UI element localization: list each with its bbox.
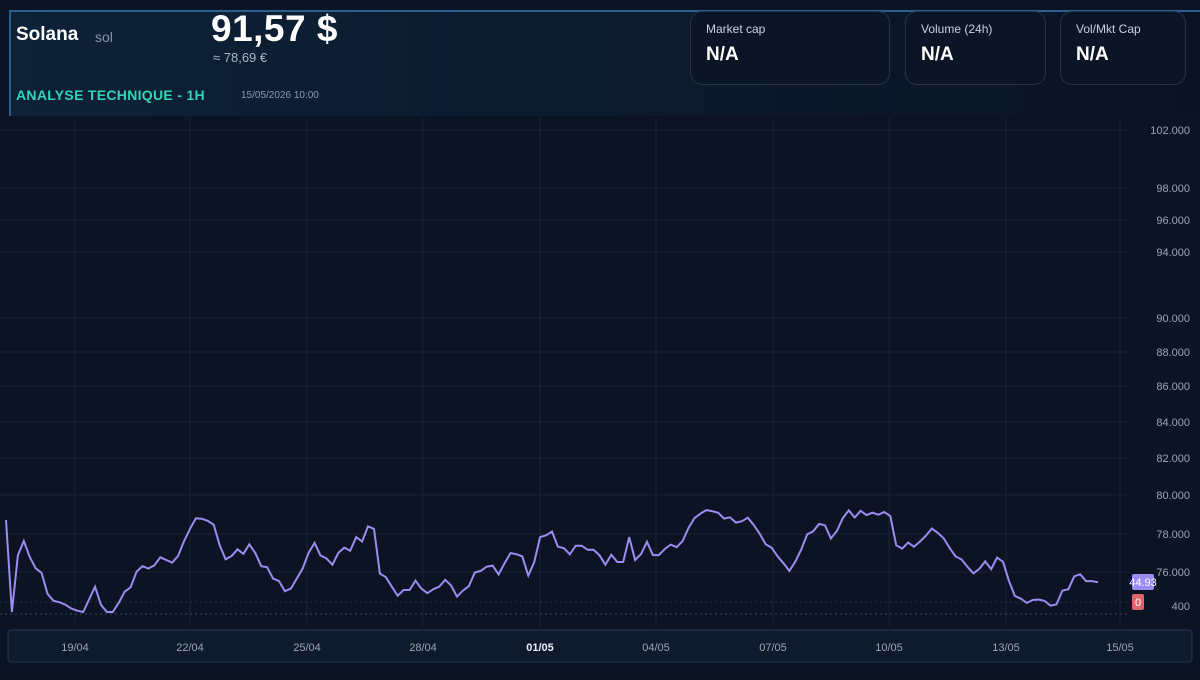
x-axis-tick-label: 04/05 bbox=[642, 642, 670, 654]
stat-label: Market cap bbox=[706, 22, 766, 36]
y-axis-tick-label: 94.000 bbox=[1156, 247, 1190, 259]
x-axis-tick-label: 25/04 bbox=[293, 642, 321, 654]
y-axis-tick-label: 84.000 bbox=[1156, 417, 1190, 429]
stat-value: N/A bbox=[921, 44, 954, 65]
rsi-line bbox=[5, 508, 1099, 614]
chart-canvas[interactable]: 102.000 98.000 96.000 94.000 90.000 88.000 86.… bbox=[0, 118, 1200, 675]
x-axis-bar bbox=[7, 629, 1193, 663]
x-axis-tick-label: 13/05 bbox=[992, 642, 1020, 654]
y-axis-tick-label: 90.000 bbox=[1156, 313, 1190, 325]
analysis-label: ANALYSE TECHNIQUE - 1H bbox=[16, 87, 205, 103]
stat-label: Volume (24h) bbox=[921, 22, 993, 36]
y-axis-tick-label: 88.000 bbox=[1156, 347, 1190, 359]
stat-card-vol-mkt-cap: Vol/Mkt Cap N/A bbox=[1060, 11, 1186, 85]
stat-label: Vol/Mkt Cap bbox=[1076, 22, 1141, 36]
stat-card-volume: Volume (24h) N/A bbox=[905, 11, 1046, 85]
x-axis-tick-label: 28/04 bbox=[409, 642, 437, 654]
x-axis-tick-label: 15/05 bbox=[1106, 642, 1134, 654]
x-axis-tick-label: 01/05 bbox=[526, 642, 554, 654]
rsi-label: 0 bbox=[1135, 597, 1141, 609]
y-axis-tick-label: 80.000 bbox=[1156, 490, 1190, 502]
y-axis-tick-label: 102.000 bbox=[1150, 125, 1190, 137]
stat-value: N/A bbox=[706, 44, 739, 65]
rsi-label-bg bbox=[1132, 594, 1144, 610]
price-eur: ≈ 78,69 € bbox=[213, 50, 268, 65]
coin-ticker: sol bbox=[95, 29, 113, 45]
y-axis-tick-label: 96.000 bbox=[1156, 215, 1190, 227]
price-usd: 91,57 $ bbox=[211, 8, 338, 49]
rsi-label-bg bbox=[1132, 574, 1154, 590]
stat-card-market-cap: Market cap N/A bbox=[690, 11, 890, 85]
y-axis-tick-label: 82.000 bbox=[1156, 453, 1190, 465]
rsi-label: 44.93 bbox=[1129, 577, 1157, 589]
price-chart[interactable]: 102.000 98.000 96.000 94.000 90.000 88.000 86.… bbox=[0, 118, 1200, 675]
y-axis-tick-label: 78.000 bbox=[1156, 529, 1190, 541]
header: Solana sol 91,57 $ ≈ 78,69 € ANALYSE TEC… bbox=[0, 0, 1200, 118]
x-axis-tick-label: 07/05 bbox=[759, 642, 787, 654]
y-axis-tick-label: 400 bbox=[1172, 601, 1190, 613]
x-axis-tick-label: 10/05 bbox=[875, 642, 903, 654]
stat-value: N/A bbox=[1076, 44, 1109, 65]
coin-name: Solana bbox=[16, 24, 79, 45]
x-axis-tick-label: 22/04 bbox=[176, 642, 204, 654]
y-axis-tick-label: 76.000 bbox=[1156, 567, 1190, 579]
y-axis-tick-label: 86.000 bbox=[1156, 381, 1190, 393]
y-axis-tick-label: 98.000 bbox=[1156, 183, 1190, 195]
analysis-datetime: 15/05/2026 10:00 bbox=[241, 90, 319, 101]
x-axis-tick-label: 19/04 bbox=[61, 642, 89, 654]
